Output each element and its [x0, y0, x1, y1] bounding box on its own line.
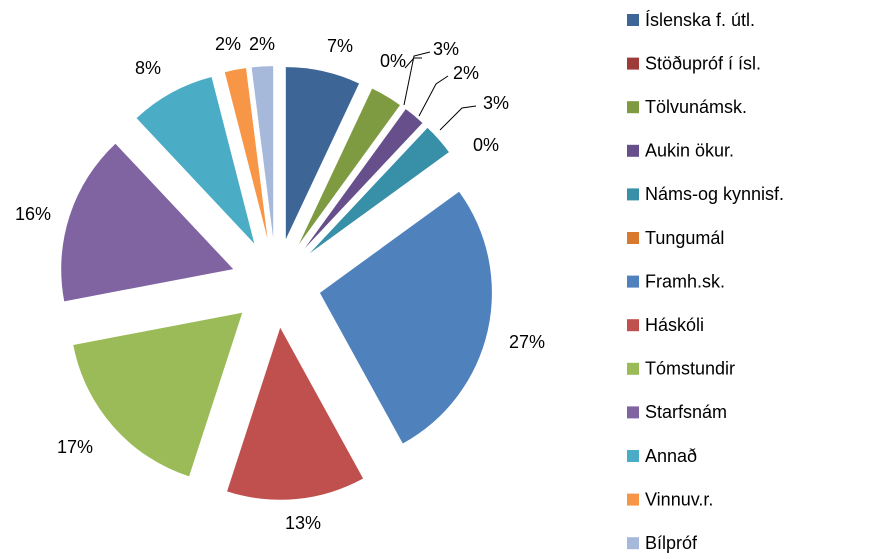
data-label: 13% [285, 513, 321, 533]
data-label: 16% [15, 204, 51, 224]
legend-swatch [627, 406, 639, 419]
legend-swatch [627, 57, 639, 70]
legend-label: Bílpróf [645, 533, 698, 553]
pie-slice [309, 127, 449, 254]
legend-swatch [627, 319, 639, 332]
pie-slice [224, 68, 268, 239]
pie-slice [319, 191, 492, 444]
data-label: 2% [215, 34, 241, 54]
leader-line [403, 51, 431, 106]
legend-label: Framh.sk. [645, 271, 725, 291]
data-label: 2% [249, 34, 275, 54]
legend-label: Vinnuv.r. [645, 489, 713, 509]
legend-label: Íslenska f. útl. [645, 10, 755, 30]
legend-label: Tölvunámsk. [645, 97, 747, 117]
legend-swatch [627, 188, 639, 201]
legend-label: Stöðupróf í ísl. [645, 53, 761, 73]
data-label: 2% [453, 63, 479, 83]
legend-swatch [627, 450, 639, 462]
pie-slice [298, 88, 401, 245]
legend-label: Aukin ökur. [645, 141, 734, 161]
legend-swatch [627, 101, 639, 114]
pie-slice [73, 312, 243, 477]
pie-slice [251, 66, 274, 239]
data-label: 8% [135, 58, 161, 78]
data-label: 27% [509, 332, 545, 352]
legend-label: Háskóli [645, 315, 704, 335]
data-label: 7% [327, 36, 353, 56]
legend-swatch [627, 537, 639, 550]
legend-label: Starfsnám [645, 402, 727, 422]
legend-label: Náms-og kynnisf. [645, 184, 784, 204]
legend-swatch [627, 232, 639, 244]
legend-label: Tómstundir [645, 359, 735, 379]
data-label: 0% [380, 51, 406, 71]
legend-swatch [627, 493, 639, 506]
legend-label: Annað [645, 446, 697, 466]
legend-swatch [627, 275, 639, 288]
data-label: 0% [473, 135, 499, 155]
pie-slice [304, 109, 423, 249]
pie-slice [285, 67, 360, 240]
pie-slice [227, 327, 364, 500]
data-label: 3% [483, 93, 509, 113]
data-label: 3% [433, 39, 459, 59]
legend-label: Tungumál [645, 228, 724, 248]
legend-swatch [627, 14, 639, 26]
data-label: 17% [57, 437, 93, 457]
legend-swatch [627, 144, 639, 157]
leader-lines [403, 51, 477, 131]
pie-slice [61, 143, 234, 302]
leader-line [418, 75, 449, 117]
legend-swatch [627, 362, 639, 375]
pie-slice [136, 76, 255, 244]
leader-line [439, 105, 477, 131]
